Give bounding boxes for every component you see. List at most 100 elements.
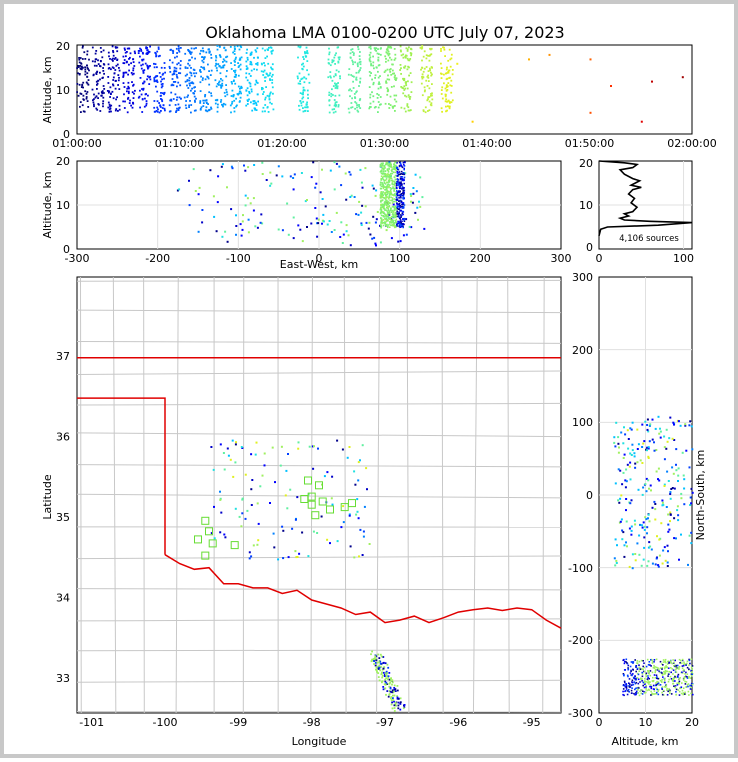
lightning-source-point bbox=[382, 184, 384, 186]
lightning-source-point bbox=[297, 57, 299, 59]
lightning-source-point bbox=[348, 171, 350, 173]
lightning-source-point bbox=[217, 104, 219, 106]
lightning-source-point bbox=[124, 49, 126, 51]
lightning-source-point bbox=[387, 664, 389, 666]
lightning-source-point bbox=[389, 683, 391, 685]
lightning-source-point bbox=[133, 61, 135, 63]
lightning-source-point bbox=[638, 683, 640, 685]
lightning-source-point bbox=[393, 701, 395, 703]
lightning-source-point bbox=[642, 443, 644, 445]
lightning-source-point bbox=[219, 499, 221, 501]
lightning-source-point bbox=[124, 86, 126, 88]
lightning-source-point bbox=[156, 91, 158, 93]
lightning-source-point bbox=[637, 677, 639, 679]
lightning-source-point bbox=[679, 662, 681, 664]
lightning-source-point bbox=[257, 539, 259, 541]
lightning-source-point bbox=[648, 664, 650, 666]
lightning-source-point bbox=[250, 61, 252, 63]
lightning-source-point bbox=[644, 678, 646, 680]
lightning-source-point bbox=[377, 672, 379, 674]
lightning-source-point bbox=[690, 542, 692, 544]
lightning-source-point bbox=[672, 663, 674, 665]
lightning-source-point bbox=[683, 662, 685, 664]
lightning-source-point bbox=[355, 514, 357, 516]
lightning-source-point bbox=[330, 93, 332, 95]
lightning-source-point bbox=[622, 531, 624, 533]
lightning-source-point bbox=[231, 81, 233, 83]
lightning-source-point bbox=[230, 62, 232, 64]
lightning-source-point bbox=[352, 81, 354, 83]
lightning-source-point bbox=[399, 709, 401, 711]
lightning-source-point bbox=[378, 65, 380, 67]
lightning-source-point bbox=[641, 424, 643, 426]
lightning-source-point bbox=[122, 101, 124, 103]
lightning-source-point bbox=[403, 707, 405, 709]
lightning-source-point bbox=[380, 183, 382, 185]
lightning-source-point bbox=[389, 226, 391, 228]
lightning-source-point bbox=[301, 172, 303, 174]
lightning-source-point bbox=[394, 76, 396, 78]
lightning-source-point bbox=[235, 234, 237, 236]
lightning-source-point bbox=[402, 190, 404, 192]
lightning-source-point bbox=[692, 694, 694, 696]
lightning-source-point bbox=[682, 659, 684, 661]
lightning-source-point bbox=[665, 659, 667, 661]
lightning-source-point bbox=[373, 237, 375, 239]
lightning-source-point bbox=[654, 666, 656, 668]
alt-tick: 0 bbox=[596, 716, 603, 729]
lightning-source-point bbox=[648, 514, 650, 516]
lightning-source-point bbox=[404, 218, 406, 220]
lightning-source-point bbox=[392, 197, 394, 199]
lightning-source-point bbox=[673, 517, 675, 519]
lightning-source-point bbox=[188, 106, 190, 108]
lightning-source-point bbox=[675, 537, 677, 539]
lightning-source-point bbox=[281, 175, 283, 177]
lightning-source-point bbox=[82, 45, 84, 47]
lightning-source-point bbox=[216, 230, 218, 232]
lightning-source-point bbox=[673, 662, 675, 664]
lightning-source-point bbox=[219, 55, 221, 57]
lightning-source-point bbox=[143, 88, 145, 90]
lightning-source-point bbox=[394, 78, 396, 80]
lightning-source-point bbox=[368, 47, 370, 49]
lightning-source-point bbox=[176, 52, 178, 54]
lightning-source-point bbox=[353, 87, 355, 89]
lightning-source-point bbox=[338, 71, 340, 73]
lightning-source-point bbox=[361, 205, 363, 207]
lightning-source-point bbox=[664, 458, 666, 460]
lightning-source-point bbox=[390, 688, 392, 690]
lightning-source-point bbox=[638, 664, 640, 666]
lightning-source-point bbox=[689, 660, 691, 662]
lightning-source-point bbox=[663, 690, 665, 692]
lightning-source-point bbox=[297, 77, 299, 79]
lightning-source-point bbox=[691, 425, 693, 427]
lightning-source-point bbox=[356, 107, 358, 109]
lightning-source-point bbox=[395, 222, 397, 224]
lightning-source-point bbox=[633, 684, 635, 686]
lightning-source-point bbox=[656, 558, 658, 560]
lightning-source-point bbox=[264, 110, 266, 112]
lightning-source-point bbox=[148, 77, 150, 79]
lightning-source-point bbox=[245, 474, 247, 476]
lightning-source-point bbox=[255, 454, 257, 456]
lightning-source-point bbox=[215, 57, 217, 59]
lightning-source-point bbox=[154, 111, 156, 113]
lightning-source-point bbox=[403, 85, 405, 87]
lightning-source-point bbox=[408, 46, 410, 48]
lightning-source-point bbox=[666, 685, 668, 687]
lightning-source-point bbox=[374, 77, 376, 79]
lightning-source-point bbox=[161, 84, 163, 86]
lightning-source-point bbox=[250, 488, 252, 490]
lightning-source-point bbox=[267, 49, 269, 51]
lightning-source-point bbox=[303, 76, 305, 78]
lightning-source-point bbox=[376, 666, 378, 668]
lightning-source-point bbox=[372, 95, 374, 97]
lightning-source-point bbox=[677, 505, 679, 507]
lightning-source-point bbox=[355, 91, 357, 93]
lightning-source-point bbox=[376, 218, 378, 220]
lightning-source-point bbox=[396, 187, 398, 189]
lightning-source-point bbox=[371, 659, 373, 661]
lightning-source-point bbox=[366, 488, 368, 490]
lightning-source-point bbox=[370, 106, 372, 108]
lightning-source-point bbox=[397, 685, 399, 687]
